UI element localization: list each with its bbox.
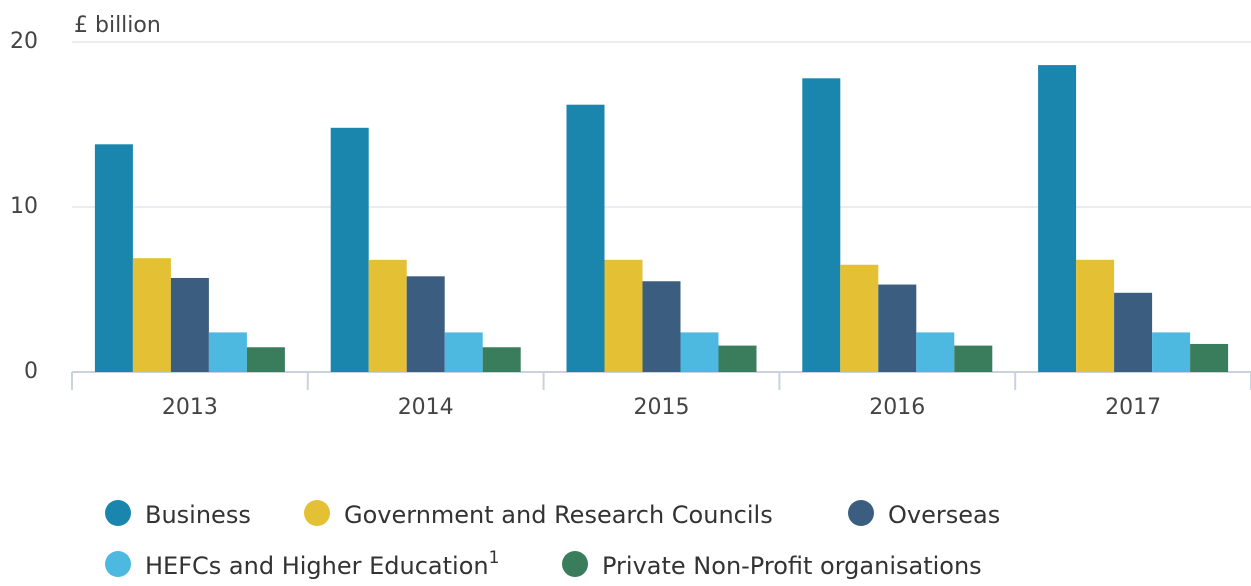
bar <box>604 259 643 372</box>
bar <box>1190 343 1229 372</box>
bar <box>208 332 247 372</box>
x-tick-label: 2015 <box>634 395 690 420</box>
bar <box>368 259 407 372</box>
legend-label: HEFCs and Higher Education1 <box>145 548 499 580</box>
bar <box>718 345 757 372</box>
bar <box>170 277 209 372</box>
legend-text: Overseas <box>888 501 1000 529</box>
bar <box>916 332 955 372</box>
y-tick-label: 0 <box>24 359 38 384</box>
bar <box>1114 292 1153 372</box>
bar <box>954 345 993 372</box>
bar <box>330 127 369 372</box>
legend-label: Overseas <box>888 501 1000 529</box>
bar <box>406 276 445 372</box>
legend-marker <box>562 551 588 577</box>
bar <box>246 347 285 372</box>
bar <box>878 284 917 372</box>
legend-marker <box>105 500 131 526</box>
bar <box>444 332 483 372</box>
legend-text: Business <box>145 501 251 529</box>
x-tick-label: 2017 <box>1105 395 1161 420</box>
y-tick-label: 20 <box>10 29 38 54</box>
y-axis-label: £ billion <box>74 13 161 38</box>
x-tick-label: 2014 <box>398 395 454 420</box>
legend-text: HEFCs and Higher Education <box>145 552 489 580</box>
bar <box>1152 332 1191 372</box>
bar <box>680 332 719 372</box>
legend-label: Business <box>145 501 251 529</box>
legend-marker <box>848 500 874 526</box>
legend-marker <box>105 551 131 577</box>
bar <box>94 144 133 372</box>
legend-label: Government and Research Councils <box>344 501 773 529</box>
x-tick-label: 2013 <box>162 395 218 420</box>
x-tick-label: 2016 <box>869 395 925 420</box>
legend-marker <box>304 500 330 526</box>
legend-text: Private Non-Profit organisations <box>602 552 982 580</box>
legend-text: Government and Research Councils <box>344 501 773 529</box>
bar <box>642 281 681 372</box>
bar <box>840 264 879 372</box>
bar <box>566 104 605 372</box>
bar <box>802 78 841 373</box>
bar <box>132 258 171 372</box>
bar <box>482 347 521 372</box>
bar <box>1076 259 1115 372</box>
y-tick-label: 10 <box>10 194 38 219</box>
legend-label: Private Non-Profit organisations <box>602 552 982 580</box>
legend-superscript: 1 <box>489 548 500 568</box>
bar <box>1038 65 1077 372</box>
